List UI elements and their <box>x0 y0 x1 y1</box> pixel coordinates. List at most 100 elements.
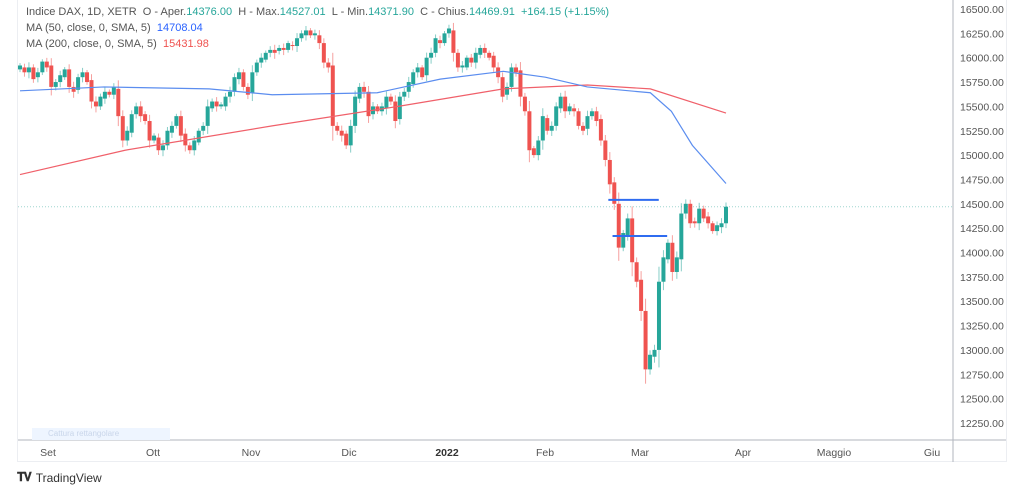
candle-down <box>366 91 371 117</box>
candle-up <box>567 106 572 112</box>
candle-up <box>348 125 353 146</box>
x-tick-label: Set <box>40 447 56 459</box>
y-tick-label: 12500.00 <box>960 394 1004 406</box>
candle-up <box>129 114 134 133</box>
candle-down <box>290 45 295 47</box>
candle-down <box>85 72 90 83</box>
candle-down <box>527 111 532 151</box>
candle-up <box>160 145 165 151</box>
candle-down <box>455 52 460 68</box>
candle-down <box>187 145 192 151</box>
candle-down <box>522 96 527 112</box>
candle-up <box>254 62 259 73</box>
candle-down <box>49 65 54 87</box>
y-tick-label: 15250.00 <box>960 126 1004 138</box>
candle-down <box>513 67 518 73</box>
candle-down <box>281 47 286 50</box>
candle-up <box>442 33 447 44</box>
tradingview-logo-icon: 𝐓𝐕 <box>17 470 32 484</box>
candle-up <box>286 43 291 50</box>
candle-down <box>598 119 603 141</box>
candle-down <box>451 30 456 53</box>
candle-down <box>335 125 340 131</box>
candle-up <box>446 28 451 34</box>
candle-down <box>563 96 568 112</box>
candle-up <box>549 125 554 131</box>
candle-down <box>500 77 505 97</box>
candle-up <box>76 77 81 90</box>
candle-up <box>652 349 657 357</box>
ma50-row[interactable]: MA (50, close, 0, SMA, 5) 14708.04 <box>26 20 609 36</box>
candle-down <box>634 262 639 282</box>
candle-up <box>536 140 541 156</box>
candle-down <box>93 101 98 107</box>
candle-down <box>612 182 617 204</box>
candle-up <box>205 106 210 126</box>
candle-down <box>607 159 612 185</box>
y-tick-label: 13250.00 <box>960 321 1004 333</box>
candle-down <box>603 140 608 160</box>
candle-down <box>701 208 706 219</box>
candle-up <box>62 69 67 78</box>
y-tick-label: 14750.00 <box>960 174 1004 186</box>
candle-down <box>317 35 322 44</box>
low-label: L - Min. <box>331 6 369 18</box>
candle-down <box>576 111 581 126</box>
candle-up <box>679 213 684 260</box>
candle-down <box>116 88 121 117</box>
candle-up <box>478 47 483 55</box>
candle-down <box>71 86 76 92</box>
candle-down <box>143 114 148 122</box>
candle-down <box>183 133 188 146</box>
candle-up <box>250 72 255 93</box>
ma200-line <box>19 84 727 176</box>
candle-down <box>375 106 380 112</box>
candle-down <box>326 62 331 68</box>
tradingview-logo[interactable]: 𝐓𝐕 TradingView <box>17 470 102 485</box>
x-tick-label: 2022 <box>435 447 459 459</box>
candle-up <box>165 130 170 146</box>
candle-down <box>44 61 49 68</box>
candle-down <box>491 55 496 68</box>
candle-up <box>621 233 626 248</box>
candle-up <box>397 96 402 120</box>
candle-up <box>473 52 478 63</box>
candle-up <box>424 57 429 76</box>
ma200-row[interactable]: MA (200, close, 0, SMA, 5) 15431.98 <box>26 36 609 52</box>
candle-down <box>531 148 536 156</box>
candle-up <box>674 257 679 272</box>
candle-down <box>420 67 425 78</box>
symbol-label[interactable]: Indice DAX, 1D, XETR <box>26 6 137 18</box>
candle-up <box>40 61 45 73</box>
y-tick-label: 16500.00 <box>960 4 1004 16</box>
candle-up <box>169 125 174 133</box>
candle-down <box>214 101 219 107</box>
candle-down <box>581 125 586 131</box>
candle-up <box>402 91 407 97</box>
candle-up <box>192 140 197 151</box>
candle-up <box>433 38 438 53</box>
candle-down <box>31 67 36 80</box>
open-value: 14376.00 <box>186 6 233 18</box>
candle-up <box>219 104 224 107</box>
candle-down <box>688 203 693 224</box>
ohlc-row: Indice DAX, 1D, XETR O - Aper.14376.00 H… <box>26 4 609 20</box>
candle-down <box>272 49 277 53</box>
candle-down <box>469 57 474 63</box>
candle-down <box>308 30 313 36</box>
candle-up <box>724 206 728 224</box>
candle-up <box>406 82 411 92</box>
candle-up <box>585 116 590 129</box>
candle-up <box>558 96 563 109</box>
candle-up <box>277 47 282 51</box>
tradingview-name: TradingView <box>35 470 102 485</box>
change-value: +164.15 (+1.15%) <box>521 6 610 18</box>
candle-up <box>232 77 237 92</box>
candle-down <box>710 223 715 232</box>
candle-down <box>572 108 577 112</box>
candle-down <box>107 91 112 95</box>
candle-down <box>330 65 335 126</box>
candle-down <box>344 133 349 146</box>
candle-down <box>22 67 27 73</box>
